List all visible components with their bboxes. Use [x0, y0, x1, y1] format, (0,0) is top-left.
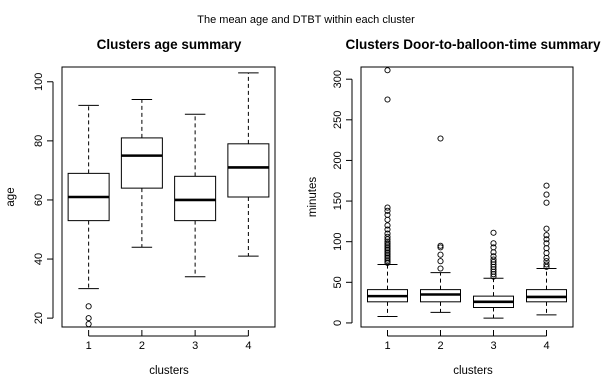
outlier-point [490, 253, 497, 260]
outlier-point [85, 315, 92, 322]
outlier-point [437, 244, 444, 251]
iqr-box [174, 175, 217, 222]
age-box-cluster-4 [227, 72, 270, 257]
outlier-point [490, 244, 497, 251]
figure-suptitle: The mean age and DTBT within each cluste… [197, 14, 415, 26]
outlier-point [437, 135, 444, 142]
dtbt-y-tick-label: 150 [332, 192, 344, 210]
age-chart: Clusters age summary 20 40 60 80 100 1 2 3 4 cl… [5, 37, 276, 377]
dtbt-y-tick-label: 50 [332, 276, 344, 288]
dtbt-y-axis: 0 50 100 150 200 250 300 [332, 70, 353, 326]
age-x-tick-label: 2 [139, 340, 145, 352]
dtbt-y-axis-label: minutes [307, 177, 319, 218]
age-y-tick-label: 100 [33, 73, 45, 91]
dtbt-chart: Clusters Door-to-balloon-time summary 0 5… [307, 37, 601, 377]
dtbt-y-tick-label: 200 [332, 151, 344, 169]
age-boxes [67, 72, 270, 328]
outlier-point [384, 207, 391, 214]
age-y-axis-label: age [5, 187, 17, 206]
dtbt-boxes [367, 67, 567, 319]
age-x-axis: 1 2 3 4 [86, 330, 251, 352]
outlier-point [437, 258, 444, 265]
dtbt-box-cluster-3 [473, 229, 514, 319]
outlier-point [384, 211, 391, 218]
outlier-point [543, 232, 550, 239]
outlier-point [543, 225, 550, 232]
dtbt-box-cluster-4 [526, 182, 567, 316]
outlier-point [543, 199, 550, 206]
dtbt-x-tick-label: 3 [490, 340, 496, 352]
outlier-point [384, 233, 391, 240]
outlier-point [384, 96, 391, 103]
outlier-point [490, 240, 497, 247]
age-box-cluster-2 [120, 99, 163, 248]
outlier-point [543, 261, 550, 268]
dtbt-y-tick-label: 0 [332, 320, 344, 326]
outlier-point [85, 303, 92, 310]
dtbt-y-tick-label: 100 [332, 233, 344, 251]
outlier-point [490, 229, 497, 236]
outlier-point [384, 67, 391, 74]
dtbt-box-cluster-1 [367, 67, 408, 317]
age-plot-frame [61, 66, 276, 328]
age-y-axis: 20 40 60 80 100 [33, 73, 54, 324]
age-y-tick-label: 60 [33, 194, 45, 206]
age-y-tick-label: 20 [33, 312, 45, 324]
age-x-tick-label: 3 [192, 340, 198, 352]
dtbt-x-tick-label: 2 [437, 340, 443, 352]
outlier-point [490, 256, 497, 263]
outlier-point [437, 265, 444, 272]
age-y-tick-label: 80 [33, 135, 45, 147]
outlier-point [85, 320, 92, 328]
iqr-box [227, 143, 270, 198]
age-box-cluster-1 [67, 104, 110, 328]
dtbt-x-tick-label: 4 [543, 340, 549, 352]
dtbt-chart-title: Clusters Door-to-balloon-time summary [345, 37, 601, 52]
outlier-point [543, 236, 550, 243]
dtbt-box-cluster-2 [420, 135, 461, 313]
outlier-point [384, 216, 391, 223]
outlier-point [543, 182, 550, 189]
outlier-point [384, 226, 391, 233]
iqr-box [120, 137, 163, 189]
outlier-point [543, 254, 550, 261]
age-x-tick-label: 1 [86, 340, 92, 352]
age-y-tick-label: 40 [33, 253, 45, 265]
age-box-cluster-3 [174, 113, 217, 278]
outlier-point [543, 240, 550, 247]
outlier-point [384, 236, 391, 243]
dtbt-plot-frame [360, 66, 574, 328]
age-chart-title: Clusters age summary [97, 37, 242, 52]
dtbt-y-tick-label: 300 [332, 70, 344, 88]
dtbt-y-tick-label: 250 [332, 111, 344, 129]
dtbt-x-axis-label: clusters [453, 365, 493, 377]
outlier-point [543, 263, 550, 270]
outlier-point [543, 250, 550, 257]
outlier-point [490, 258, 497, 266]
dtbt-x-axis: 1 2 3 4 [384, 330, 550, 352]
outlier-point [543, 258, 550, 265]
outlier-point [384, 222, 391, 229]
outlier-point [437, 242, 444, 249]
outlier-point [437, 251, 444, 258]
age-x-tick-label: 4 [245, 340, 251, 352]
dtbt-x-tick-label: 1 [384, 340, 390, 352]
outlier-point [543, 245, 550, 252]
outlier-point [384, 241, 391, 248]
outlier-point [543, 191, 550, 198]
age-x-axis-label: clusters [149, 365, 189, 377]
outlier-point [384, 240, 391, 247]
outlier-point [384, 230, 391, 237]
outlier-point [384, 204, 391, 211]
